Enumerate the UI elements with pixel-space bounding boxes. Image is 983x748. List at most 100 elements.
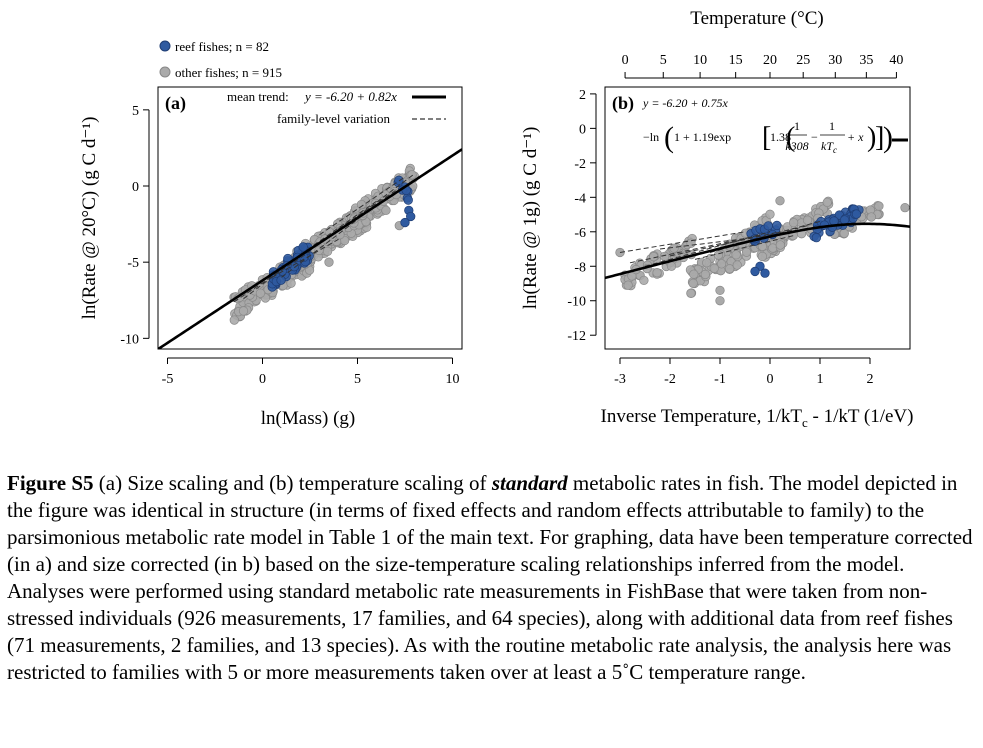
panel-b-point — [700, 269, 710, 280]
panel-b-eq-num1: 1 — [794, 119, 800, 133]
panel-b-point — [639, 275, 649, 286]
panel-b-x-tick-label: -1 — [714, 372, 726, 387]
panel-b-point — [757, 241, 768, 251]
panel-b-point — [669, 243, 679, 253]
panel-a-y-label: ln(Rate @ 20°C) (g C d⁻¹) — [79, 117, 100, 320]
panel-a-point — [403, 195, 413, 205]
panel-b-family-line — [619, 231, 746, 253]
panel-a-point — [400, 217, 410, 228]
panel-b-y-tick-label: 0 — [579, 122, 586, 137]
panel-b-marks — [605, 196, 910, 306]
panel-a-point — [276, 275, 286, 285]
panel-b-point — [623, 280, 633, 290]
panel-b-y-tick-label: -4 — [574, 191, 586, 206]
panel-a-family-line — [319, 176, 406, 236]
panel-a-point — [322, 246, 333, 257]
caption-text-1: (a) Size scaling and (b) temperature sca… — [93, 471, 492, 495]
panel-b-point — [702, 258, 712, 268]
panel-b-point — [715, 296, 725, 306]
panel-a-trend-eq: y = -6.20 + 0.82x — [303, 89, 397, 104]
panel-b-x-tick-label: 2 — [867, 372, 874, 387]
panel-b-top-tick-label: 30 — [828, 53, 842, 68]
panel-a-other-points — [229, 163, 419, 325]
panel-a-family-line — [357, 173, 415, 217]
panel-a-point — [298, 242, 308, 252]
panel-b-paren-close-2: ) — [883, 121, 893, 154]
panel-b-label: (b) — [612, 93, 634, 114]
figure-caption: Figure S5 (a) Size scaling and (b) tempe… — [7, 470, 979, 686]
panel-a-axes: -5 0 5 10 -10 -5 0 5 — [120, 104, 459, 387]
panel-b-point — [851, 209, 862, 219]
panel-a-x-label: ln(Mass) (g) — [261, 408, 355, 429]
panel-b-top-tick-label: 20 — [763, 53, 777, 68]
panel-a-x-tick-label: -5 — [162, 372, 174, 387]
panel-a-family-line — [271, 238, 339, 278]
panel-a-point — [324, 257, 334, 267]
panel-a-point — [238, 306, 249, 316]
caption-figure-label: Figure S5 — [7, 471, 94, 495]
panel-b-x-tick-label: 1 — [817, 372, 824, 387]
panel-a-x-tick-label: 0 — [259, 372, 266, 387]
panel-b-point — [802, 215, 813, 225]
panel-b-equation: y = -6.20 + 0.75x −ln ( 1 + 1.19exp [ 1.… — [642, 96, 908, 155]
panel-b-top-axis-label: Temperature (°C) — [690, 8, 823, 29]
panel-b-point — [713, 250, 724, 260]
panel-a-point — [314, 245, 324, 256]
panel-b-eq-minus: − — [811, 130, 818, 144]
panel-b-point — [822, 197, 832, 208]
panel-b-point — [689, 269, 699, 279]
panel-b-eq-const: 1 + 1.19exp — [674, 130, 731, 144]
panel-b-eq-num2: 1 — [829, 119, 835, 133]
panel-b-family-line — [669, 231, 781, 257]
legend-other-label: other fishes; n = 915 — [175, 65, 282, 80]
panel-b-eq-coef: 1.38 — [770, 130, 791, 144]
panel-a-point — [286, 278, 296, 288]
panel-a-point — [381, 205, 391, 216]
panel-b-y-tick-label: -6 — [574, 226, 586, 241]
panel-b-point — [732, 260, 742, 270]
panel-a-x-tick-label: 10 — [446, 372, 460, 387]
panel-a-point — [255, 288, 266, 298]
panel-b-y-tick-label: -12 — [567, 329, 586, 344]
panel-b-x-tick-label: -2 — [664, 372, 676, 387]
panel-b-point — [686, 288, 696, 298]
panel-b-y-tick-label: -2 — [574, 157, 586, 172]
panel-a-label: (a) — [165, 93, 186, 114]
panel-b-other-points — [615, 196, 910, 306]
panel-b-eq-tail: + x — [847, 130, 864, 144]
panel-a-y-tick-label: 5 — [132, 104, 139, 119]
panel-b-point — [839, 215, 850, 225]
panel-a-family-label: family-level variation — [277, 111, 390, 126]
panel-b-x-tick-label: 0 — [767, 372, 774, 387]
legend: reef fishes; n = 82 other fishes; n = 91… — [159, 39, 282, 80]
panel-b-family-line — [629, 234, 761, 264]
panel-b-point — [866, 212, 877, 222]
panel-b-family-line — [694, 234, 796, 260]
panel-b-paren-open: ( — [664, 121, 674, 154]
panel-b-point — [715, 285, 725, 296]
panel-b-eq-den2: kTc — [821, 139, 837, 155]
panel-b-top-tick-label: 5 — [660, 53, 667, 68]
panel-b-point — [757, 251, 767, 262]
panel-b-x-tick-label: -3 — [614, 372, 626, 387]
panel-b-y-label: ln(Rate @ 1g) (g C d⁻¹) — [520, 127, 541, 310]
panel-b-point — [900, 203, 910, 213]
panel-b-top-tick-label: 15 — [729, 53, 743, 68]
panel-b-bracket-open: [ — [762, 122, 771, 153]
panel-a-point — [229, 315, 239, 325]
panel-b-eq-line1: y = -6.20 + 0.75x — [642, 96, 729, 110]
panel-b-plot — [605, 196, 910, 306]
panel-b-point — [716, 259, 727, 269]
legend-other-marker — [159, 66, 171, 78]
panel-a-point — [406, 211, 416, 222]
panel-a-trend-prefix: mean trend: — [227, 89, 289, 104]
panel-b-point — [750, 266, 760, 277]
panel-b-point — [652, 268, 662, 278]
panel-b-mean-trend — [605, 222, 910, 280]
panel-b-point — [741, 247, 752, 257]
panel-b-x-label: Inverse Temperature, 1/kTc - 1/kT (1/eV) — [601, 406, 914, 430]
figure: reef fishes; n = 82 other fishes; n = 91… — [79, 8, 913, 430]
legend-reef-marker — [159, 40, 171, 52]
